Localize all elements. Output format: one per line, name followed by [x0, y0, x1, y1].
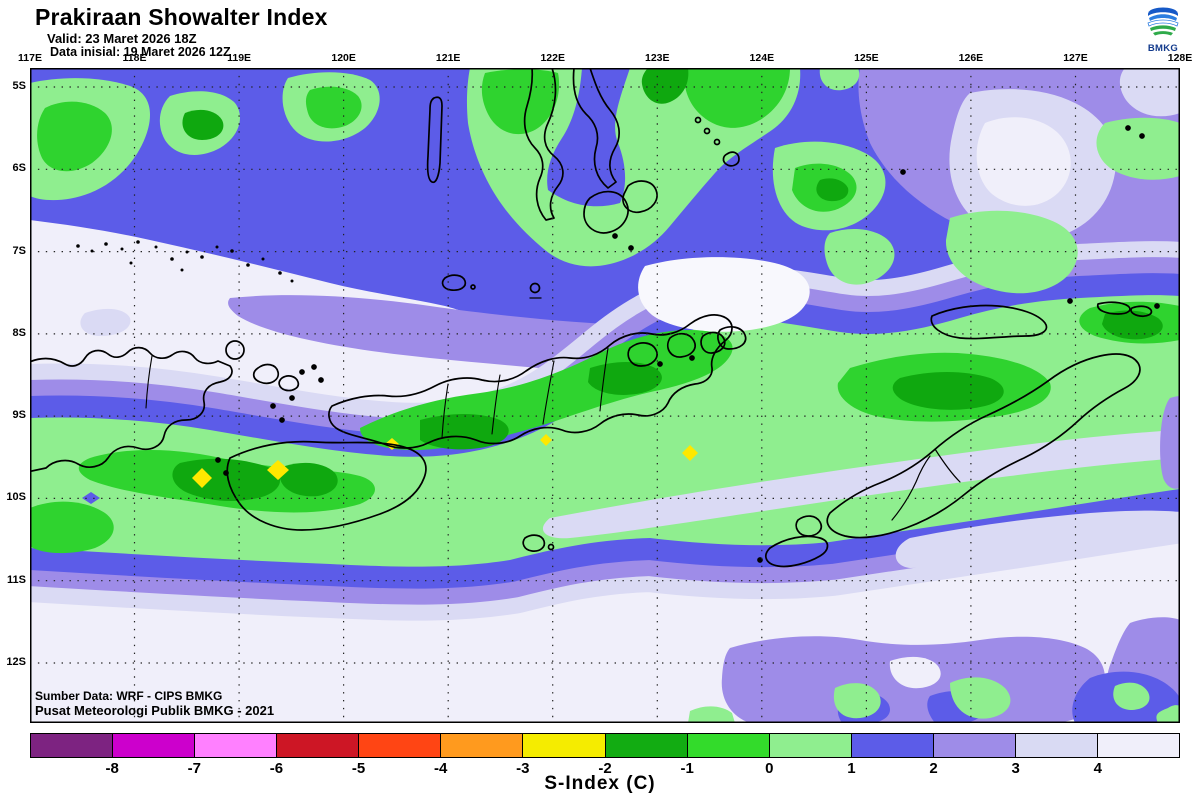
- y-tick-label: 11S: [7, 573, 26, 586]
- bmkg-globe-icon: [1145, 3, 1181, 39]
- colorbar-segment: [113, 734, 196, 757]
- colorbar: [30, 733, 1180, 758]
- colorbar-tick-label: 4: [1093, 760, 1103, 777]
- colorbar-segment: [687, 734, 770, 757]
- colorbar-segment: [31, 734, 114, 757]
- colorbar-tick-label: 1: [847, 760, 856, 777]
- page-title: Prakiraan Showalter Index: [35, 4, 328, 30]
- contour-layer-bottom: [542, 396, 1180, 723]
- x-tick-label: 117E: [18, 52, 42, 64]
- colorbar-title: S-Index (C): [544, 773, 656, 794]
- colorbar-segment: [1098, 734, 1180, 757]
- colorbar-segment: [359, 734, 442, 757]
- colorbar-segment: [851, 734, 934, 757]
- colorbar-tick-label: -7: [187, 760, 201, 777]
- map-credits: Sumber Data: WRF - CIPS BMKG Pusat Meteo…: [35, 689, 275, 719]
- y-tick-label: 12S: [6, 655, 26, 668]
- x-tick-label: 118E: [122, 52, 147, 64]
- showalter-contour-map: [0, 66, 1200, 725]
- contour-white-blob: [638, 257, 810, 332]
- contour-layer-pale: [61, 68, 1180, 336]
- x-tick-label: 126E: [958, 52, 984, 64]
- y-tick-label: 10S: [6, 491, 26, 504]
- colorbar-segment: [1015, 734, 1099, 757]
- x-tick-label: 119E: [227, 52, 252, 64]
- colorbar-segment: [195, 734, 278, 757]
- colorbar-tick-label: -3: [516, 760, 530, 777]
- x-tick-label: 125E: [854, 52, 879, 64]
- x-tick-label: 121E: [435, 52, 461, 64]
- colorbar-tick-label: 3: [1011, 760, 1020, 777]
- y-tick-label: 7S: [12, 244, 26, 257]
- x-tick-label: 120E: [331, 52, 356, 64]
- colorbar-tick-label: 0: [765, 760, 774, 777]
- colorbar-tick-label: 2: [929, 760, 938, 777]
- colorbar-segment: [933, 734, 1016, 757]
- bmkg-logo: BMKG: [1139, 2, 1187, 54]
- y-tick-label: 5S: [12, 80, 26, 92]
- credit-source: Sumber Data: WRF - CIPS BMKG: [35, 689, 223, 703]
- credit-publisher: Pusat Meteorologi Publik BMKG - 2021: [35, 702, 275, 718]
- y-tick-label: 8S: [12, 326, 26, 339]
- y-tick-label: 9S: [12, 409, 26, 422]
- x-tick-label: 122E: [540, 52, 565, 64]
- x-tick-label: 127E: [1063, 52, 1088, 64]
- colorbar-tick-label: -1: [680, 760, 694, 777]
- map-canvas: Sumber Data: WRF - CIPS BMKG Pusat Meteo…: [0, 66, 1200, 725]
- colorbar-tick-label: -4: [434, 760, 448, 777]
- colorbar-tick-label: -6: [269, 760, 284, 777]
- coastlines: [26, 67, 1160, 568]
- init-time-label: Data inisial: 19 Maret 2026 12Z: [50, 45, 231, 59]
- bmkg-logo-label: BMKG: [1147, 43, 1179, 54]
- y-tick-label: 6S: [12, 162, 26, 175]
- x-tick-label: 124E: [749, 52, 775, 64]
- colorbar-tick-label: -8: [105, 760, 119, 777]
- x-tick-label: 128E: [1167, 52, 1193, 64]
- colorbar-tick-label: -2: [598, 760, 612, 777]
- colorbar-segment: [769, 734, 852, 757]
- graticule: [30, 68, 1180, 723]
- x-tick-label: 123E: [645, 52, 670, 64]
- colorbar-tick-label: -5: [351, 760, 366, 777]
- colorbar-segment: [277, 734, 360, 757]
- contour-belt-cores: [30, 301, 1180, 554]
- valid-time-label: Valid: 23 Maret 2026 18Z: [47, 31, 197, 46]
- colorbar-segment: [605, 734, 688, 757]
- colorbar-segment: [523, 734, 606, 757]
- colorbar-segment: [441, 734, 524, 757]
